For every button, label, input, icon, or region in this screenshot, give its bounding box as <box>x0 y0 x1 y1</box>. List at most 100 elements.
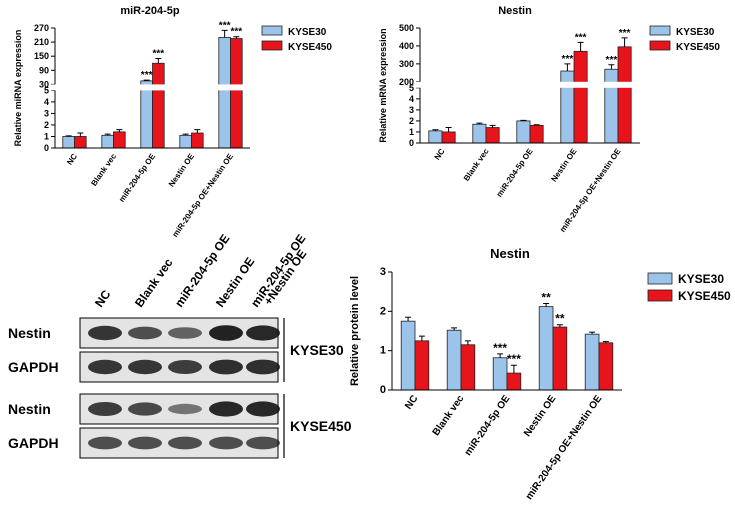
bar <box>492 357 508 391</box>
legend-label: KYSE450 <box>288 42 332 53</box>
blot-band <box>128 326 162 340</box>
y-tick-label: 1 <box>44 131 49 141</box>
significance: *** <box>606 55 618 66</box>
bar <box>485 127 500 144</box>
chart-title: Nestin <box>490 246 530 261</box>
blot-band <box>128 436 162 450</box>
legend-swatch <box>261 40 283 51</box>
bar <box>460 344 476 391</box>
error-bar <box>77 132 84 137</box>
error-bar <box>510 364 517 374</box>
x-tick-label: NC <box>65 152 79 167</box>
error-bar <box>116 129 123 132</box>
bar <box>446 329 462 391</box>
error-bar <box>65 135 72 137</box>
error-bar <box>182 133 189 136</box>
significance: *** <box>562 54 574 65</box>
y-tick-label: 270 <box>34 23 49 33</box>
bar <box>441 131 456 144</box>
blot-band <box>168 436 202 450</box>
y-tick-label: 4 <box>409 94 414 104</box>
error-bar <box>543 302 550 307</box>
blot-band <box>88 436 122 450</box>
error-bar <box>589 331 596 335</box>
bar <box>538 306 554 391</box>
y-tick-label: 90 <box>39 65 49 75</box>
y-tick-label: 300 <box>399 59 414 69</box>
y-axis-title: Relative mRNA expression <box>378 28 388 142</box>
significance: ** <box>541 290 551 304</box>
legend-label: KYSE30 <box>288 27 327 38</box>
legend-label: KYSE30 <box>678 272 724 286</box>
error-bar <box>143 79 150 81</box>
x-tick-label: miR-204-5p OE <box>463 393 513 458</box>
y-tick-label: 0 <box>380 384 386 396</box>
error-bar <box>602 341 609 343</box>
blot-band <box>88 325 122 341</box>
blot-band <box>246 359 280 375</box>
row-label: Nestin <box>8 325 51 341</box>
significance: *** <box>493 341 507 355</box>
error-bar <box>451 327 458 331</box>
blot-band <box>246 325 280 341</box>
error-bar <box>520 119 527 121</box>
y-axis-title: Relative miRNA expression <box>13 30 23 147</box>
y-tick-label: 150 <box>34 51 49 61</box>
y-tick-label: 400 <box>399 41 414 51</box>
bar <box>400 320 416 391</box>
error-bar <box>221 29 228 38</box>
blot-band <box>209 436 243 450</box>
y-tick-label: 210 <box>34 37 49 47</box>
x-tick-label: Nestin OE <box>549 146 579 183</box>
bar <box>152 62 165 149</box>
significance: ** <box>555 312 565 326</box>
bar <box>101 134 114 149</box>
bar <box>140 80 153 149</box>
error-bar <box>155 58 162 64</box>
y-tick-label: 1 <box>409 127 414 137</box>
significance: *** <box>231 27 243 38</box>
lane-label: NC <box>92 287 114 310</box>
x-tick-label: Blank vec <box>462 147 491 183</box>
blot-band <box>168 327 202 339</box>
x-tick-label: Blank vec <box>431 393 467 438</box>
error-bar <box>464 340 471 345</box>
significance: *** <box>153 49 165 60</box>
y-tick-label: 30 <box>39 79 49 89</box>
blot-band <box>88 359 122 375</box>
bar <box>617 46 632 144</box>
error-bar <box>194 129 201 134</box>
y-tick-label: 5 <box>44 85 49 95</box>
legend-label: KYSE30 <box>676 27 715 38</box>
x-tick-label: miR-204-5p OE <box>495 146 535 198</box>
lane-label: Blank vec <box>132 256 176 310</box>
x-tick-label: Nestin OE <box>522 393 559 439</box>
x-tick-label: miR-204-5p OE <box>117 151 157 203</box>
group-label: KYSE450 <box>290 418 352 434</box>
y-axis-title: Relative protein level <box>349 276 361 386</box>
axis-break <box>414 81 642 88</box>
axis-break <box>49 84 252 91</box>
blot-band <box>128 402 162 416</box>
error-bar <box>476 122 483 125</box>
significance: *** <box>575 32 587 43</box>
error-bar <box>432 129 439 131</box>
error-bar <box>621 37 628 47</box>
y-tick-label: 3 <box>409 105 414 115</box>
legend-swatch <box>647 289 673 302</box>
legend-swatch <box>649 25 671 36</box>
x-tick-label: Nestin OE <box>167 151 197 188</box>
y-tick-label: 5 <box>409 83 414 93</box>
y-tick-label: 2 <box>409 116 414 126</box>
blot-band <box>88 402 122 416</box>
x-tick-label: Blank vec <box>89 152 118 188</box>
error-bar <box>489 124 496 128</box>
error-bar <box>608 64 615 70</box>
y-tick-label: 3 <box>44 108 49 118</box>
x-tick-label: NC <box>433 147 447 162</box>
legend-label: KYSE450 <box>678 289 731 303</box>
blot-band <box>128 359 162 375</box>
significance: *** <box>619 28 631 39</box>
bar <box>113 131 126 149</box>
